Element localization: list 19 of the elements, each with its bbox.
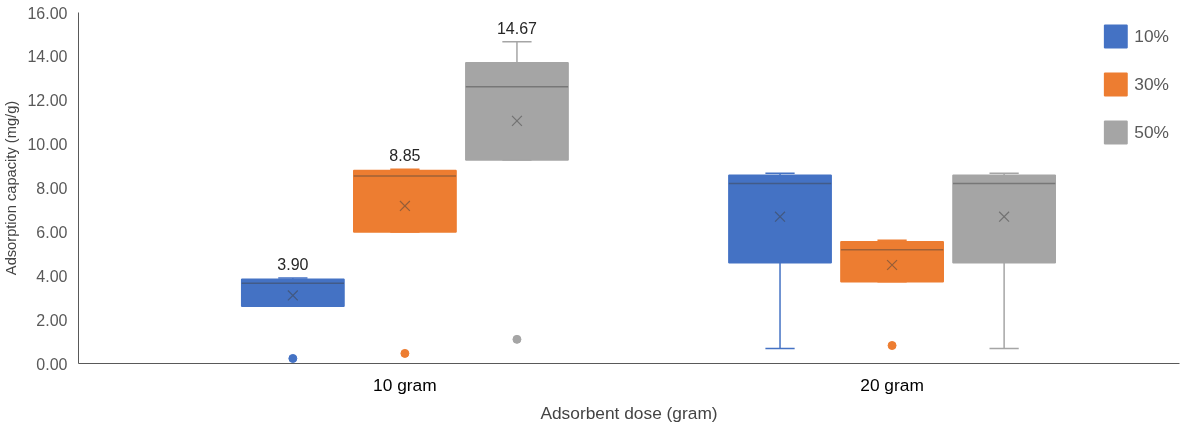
y-tick-label: 12.00 (27, 92, 68, 110)
annotation: 3.90 (277, 255, 309, 273)
legend-label: 50% (1134, 121, 1169, 143)
legend-label: 30% (1134, 73, 1169, 95)
y-tick-label: 14.00 (27, 48, 68, 66)
annotation: 14.67 (496, 19, 538, 37)
x-tick-label: 20 gram (860, 374, 924, 395)
annotation: 8.85 (389, 147, 421, 165)
x-tick-label: 10 gram (373, 374, 437, 395)
legend-label: 10% (1134, 25, 1169, 47)
y-tick-label: 8.00 (36, 180, 68, 197)
y-axis-title: Adsorption capacity (mg/g) (3, 100, 20, 276)
y-tick-label: 10.00 (27, 136, 68, 154)
y-tick-label: 0.00 (36, 355, 68, 373)
y-tick-label: 2.00 (36, 311, 68, 329)
y-tick-label: 4.00 (36, 267, 68, 285)
y-tick-label: 16.00 (27, 4, 68, 22)
y-tick-label: 6.00 (36, 223, 68, 241)
x-axis-title: Adsorbent dose (gram) (540, 402, 718, 423)
